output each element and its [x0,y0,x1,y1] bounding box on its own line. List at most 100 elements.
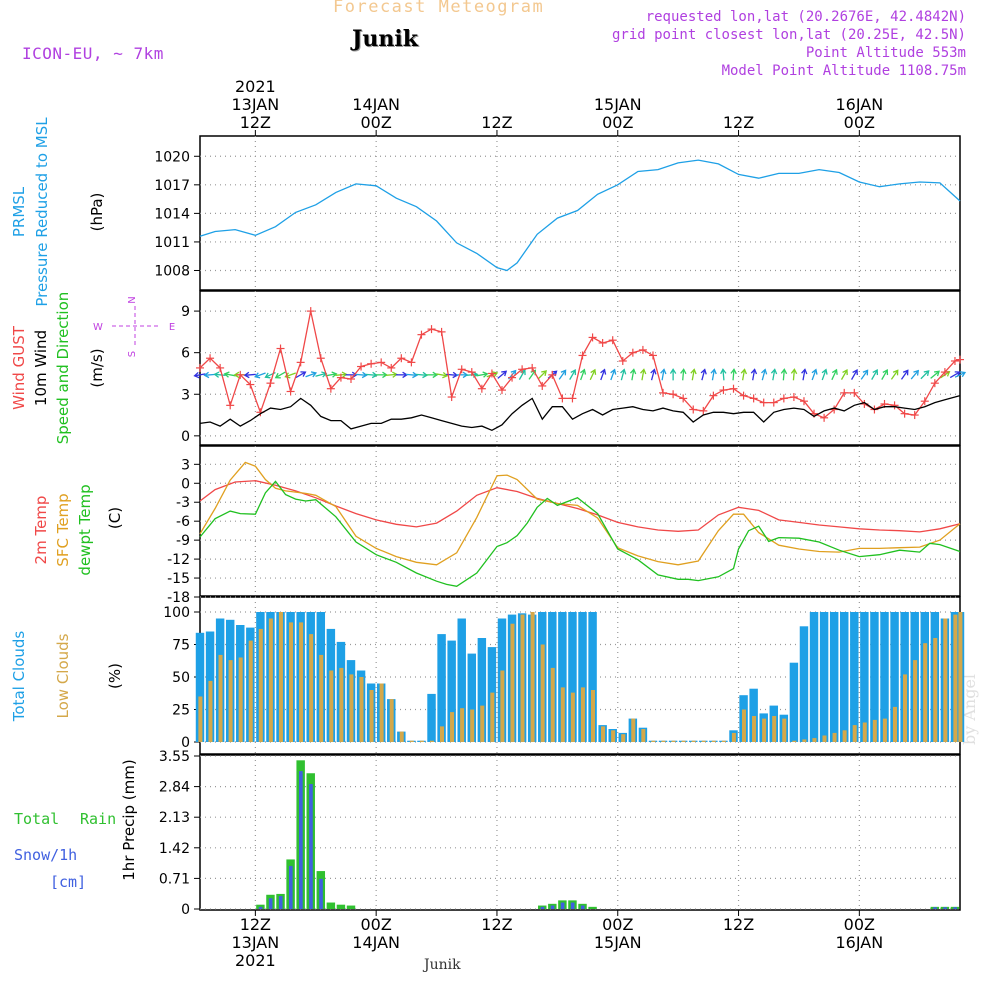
wind-direction-arrow [355,371,368,379]
top-time-label-line: 13JAN [232,95,280,114]
wind-arrow-head [600,368,607,375]
wind-arrow-head [959,371,967,378]
wind-arrow-shaft [711,369,715,381]
low-cloud-bar [198,696,203,742]
wind-arrow-shaft [600,369,606,381]
gust-point [538,381,547,390]
wind-arrow-head [492,371,499,378]
wind-direction-arrow [900,369,909,380]
wind-arrow-head [700,368,707,375]
wind-arrow-head [510,369,517,376]
gust-point [457,365,466,374]
bottom-time-label-line: 00Z [360,915,391,934]
low-cloud-bar [782,718,787,742]
wind-arrow-shaft [860,369,869,380]
bottom-time-label-line: 2021 [235,951,276,970]
footer-location: Junik [424,957,461,973]
top-time-label-line: 00Z [602,113,633,132]
wind-arrow-head [233,371,240,379]
low-cloud-bar [500,670,505,742]
bottom-time-label-line: 12Z [481,915,512,934]
total-cloud-bar [437,634,446,742]
wind-arrow-head [770,368,778,375]
wind-arrow-shaft [295,371,306,379]
wind-arrow-shaft [871,369,878,380]
wind-direction-arrow [750,368,758,381]
wind-direction-arrow [558,369,567,380]
wind-arrow-head [811,368,818,375]
wind-direction-arrow [669,368,677,381]
wind-arrow-shaft [315,372,327,377]
wind-arrow-shaft [325,373,337,377]
gust-point [900,409,909,418]
wind-direction-arrow [720,368,727,381]
wind-arrow-head [669,368,677,374]
gust-point [558,394,567,403]
precip-unit: 1hr Precip (mm) [120,759,138,880]
wind-10m-label: 10m Wind [32,330,50,406]
gust-point [407,358,416,367]
gust-point [679,394,688,403]
location-title: Junik [352,26,418,52]
wind-arrow-head [923,370,930,376]
low-cloud-bar [520,614,525,742]
gust-point [779,394,788,403]
gust-point [467,368,476,377]
wind-arrow-head [780,368,788,375]
wind-arrow-shaft [620,369,625,381]
wind-arrow-shaft [405,373,417,376]
compass-w: W [93,322,103,333]
low-cloud-bar [379,683,384,742]
wind-speed-line [199,394,961,432]
compass-rose: N S W E [93,296,175,357]
wind-direction-label: Speed and Direction [54,292,72,445]
gust-point [206,354,215,363]
gust-point [226,401,235,410]
compass-s: S [127,351,138,357]
bottom-time-label-line: 13JAN [232,933,280,952]
wind-arrow-shaft [244,373,256,376]
wind-arrow-head [300,371,307,377]
low-cloud-bar [490,692,495,742]
low-cloud-bar [611,730,616,742]
wind-arrow-head [284,372,291,379]
gust-point [316,354,325,363]
wind-arrow-shaft [641,369,645,381]
gust-point [387,363,396,372]
wind-direction-arrow [305,371,318,378]
wind-arrow-head [580,368,587,375]
wind-arrow-head [274,372,281,379]
wind-arrow-head [620,368,627,375]
gust-point [528,363,537,372]
total-cloud-bar [578,612,587,742]
low-cloud-bar [621,734,626,742]
wind-direction-arrow [589,368,597,381]
low-cloud-bar [268,618,273,742]
gust-point [508,373,517,382]
snow-bar [288,865,293,909]
total-cloud-bar [860,612,869,742]
low-cloud-bar [822,735,827,742]
wind-direction-arrow [569,369,577,380]
wind-direction-arrow [650,368,657,381]
gust-point [940,368,949,377]
ytick-label: 1008 [154,263,190,279]
temp-dewpt-label: dewpt Temp [76,484,94,575]
wind-direction-arrow [395,371,409,379]
wind-arrow-shaft [275,371,286,379]
wind-arrow-shaft [761,369,766,381]
wind-direction-arrow [780,368,788,381]
wind-direction-arrow [821,368,828,381]
top-time-label-line: 14JAN [352,95,400,114]
total-cloud-bar [588,612,597,742]
gust-point [346,375,355,384]
ytick-label: 9 [181,304,190,320]
low-cloud-bar [943,618,948,742]
low-cloud-bar [339,667,344,742]
ytick-label: 3 [181,387,190,403]
low-cloud-bar [741,709,746,742]
gust-point [598,338,607,347]
total-cloud-bar [809,612,819,742]
total-cloud-bar [789,662,799,742]
